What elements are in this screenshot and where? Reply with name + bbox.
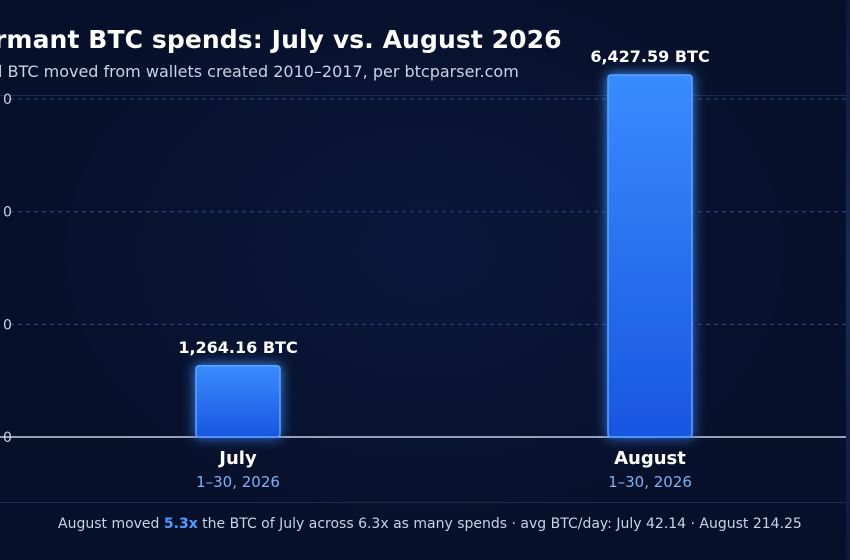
y-tick-label: 0	[3, 317, 12, 333]
bar-august	[607, 74, 693, 438]
category-sublabel: 1–30, 2026	[608, 473, 692, 491]
chart-subtitle: l BTC moved from wallets created 2010–20…	[0, 62, 519, 81]
category-label: August	[614, 448, 686, 469]
y-tick-label: 0	[3, 430, 12, 446]
y-tick-label: 0	[3, 205, 12, 221]
category-label: July	[217, 448, 257, 469]
footnote-highlight: 5.3x	[163, 516, 198, 532]
footnote-suffix: the BTC of July across 6.3x as many spen…	[197, 516, 802, 532]
bar-july	[195, 365, 281, 438]
data-label: 6,427.59 BTC	[590, 47, 709, 66]
footer-divider	[0, 502, 850, 503]
footnote-prefix: August moved	[58, 516, 164, 532]
footnote: August moved 5.3x the BTC of July across…	[58, 516, 850, 532]
header-divider	[0, 95, 850, 96]
data-label: 1,264.16 BTC	[178, 338, 297, 357]
y-tick-label: 0	[3, 92, 12, 108]
category-sublabel: 1–30, 2026	[196, 473, 280, 491]
panel-edge	[846, 0, 850, 560]
chart-title: rmant BTC spends: July vs. August 2026	[0, 25, 562, 54]
